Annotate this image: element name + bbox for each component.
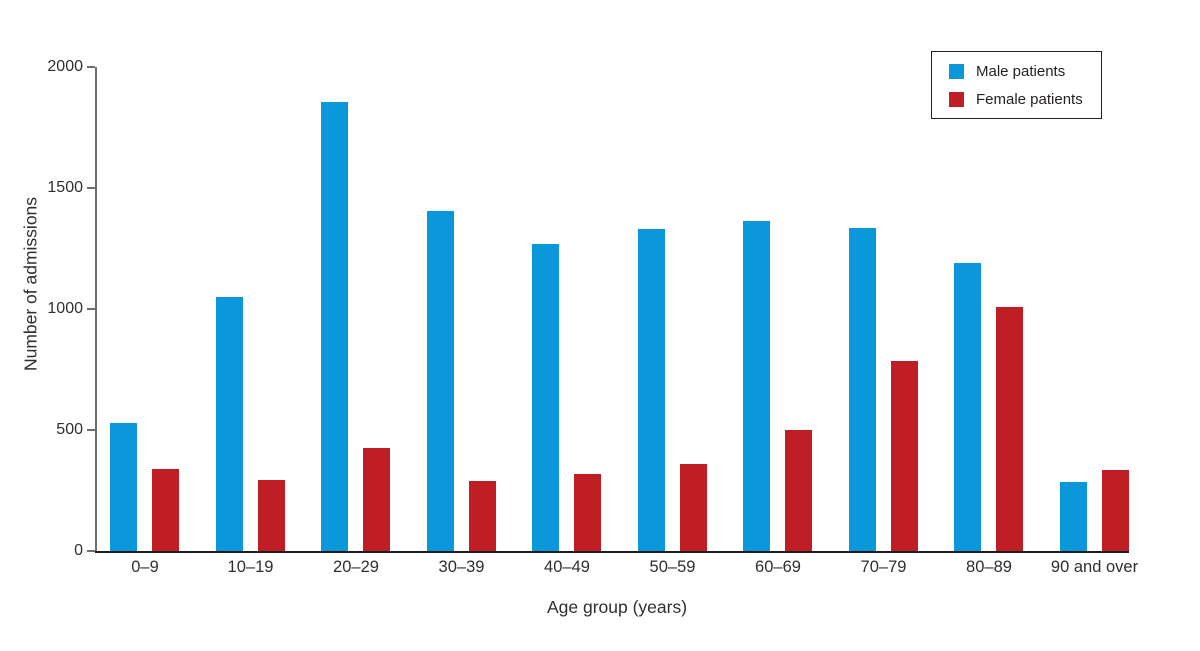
legend: Male patients Female patients: [931, 51, 1102, 119]
legend-item-female-patients: Female patients: [949, 91, 1101, 108]
y-axis-title: Number of admissions: [20, 196, 41, 372]
bar-male-patients-10-19: [215, 297, 243, 551]
legend-swatch-female-patients: [949, 91, 964, 107]
legend-item-male-patients: Male patients: [949, 63, 1101, 80]
bar-female-patients-30-39: [468, 481, 496, 551]
bar-male-patients-60-69: [743, 221, 770, 551]
x-tick-label-50-59: 50–59: [649, 558, 696, 576]
y-axis-line: [95, 67, 97, 553]
bar-male-patients-70-79: [848, 228, 876, 551]
bar-male-patients-20-29: [321, 102, 348, 551]
x-tick-label-80-89: 80–89: [966, 558, 1012, 576]
y-tick-label-0: 0: [74, 542, 83, 559]
x-tick-label-90-and-over: 90 and over: [1050, 558, 1139, 576]
bar-female-patients-0-9: [152, 469, 179, 551]
y-tick-2000: [87, 66, 95, 68]
bar-male-patients-40-49: [532, 244, 559, 551]
bar-female-patients-60-69: [785, 430, 812, 551]
bar-male-patients-0-9: [110, 423, 137, 551]
y-tick-1500: [87, 187, 95, 189]
y-tick-label-1000: 1000: [47, 300, 83, 317]
bar-female-patients-40-49: [574, 474, 601, 551]
x-tick-label-10-19: 10–19: [227, 558, 274, 576]
x-tick-label-0-9: 0–9: [131, 558, 159, 576]
x-tick-label-70-79: 70–79: [860, 558, 907, 576]
y-tick-500: [87, 429, 95, 431]
x-tick-label-30-39: 30–39: [438, 558, 485, 576]
bar-female-patients-90-and-over: [1101, 470, 1129, 551]
x-tick-label-20-29: 20–29: [333, 558, 379, 576]
x-tick-label-60-69: 60–69: [755, 558, 801, 576]
x-axis-line: [95, 551, 1129, 553]
bar-female-patients-10-19: [257, 480, 285, 551]
bar-male-patients-90-and-over: [1059, 482, 1087, 551]
bar-male-patients-30-39: [426, 211, 454, 551]
bar-female-patients-20-29: [363, 448, 390, 551]
bar-male-patients-80-89: [954, 263, 981, 551]
y-tick-1000: [87, 308, 95, 310]
legend-swatch-male-patients: [949, 63, 964, 79]
x-axis-title: Age group (years): [546, 597, 688, 617]
y-tick-0: [87, 550, 95, 552]
bar-male-patients-50-59: [637, 229, 665, 551]
bar-female-patients-50-59: [679, 464, 707, 551]
bar-female-patients-70-79: [890, 361, 918, 551]
y-tick-label-1500: 1500: [47, 179, 83, 196]
y-tick-label-500: 500: [56, 421, 83, 438]
legend-label-female-patients: Female patients: [976, 90, 1083, 108]
y-tick-label-2000: 2000: [47, 58, 83, 75]
x-tick-label-40-49: 40–49: [544, 558, 590, 576]
legend-label-male-patients: Male patients: [976, 62, 1066, 80]
bar-female-patients-80-89: [996, 307, 1023, 551]
